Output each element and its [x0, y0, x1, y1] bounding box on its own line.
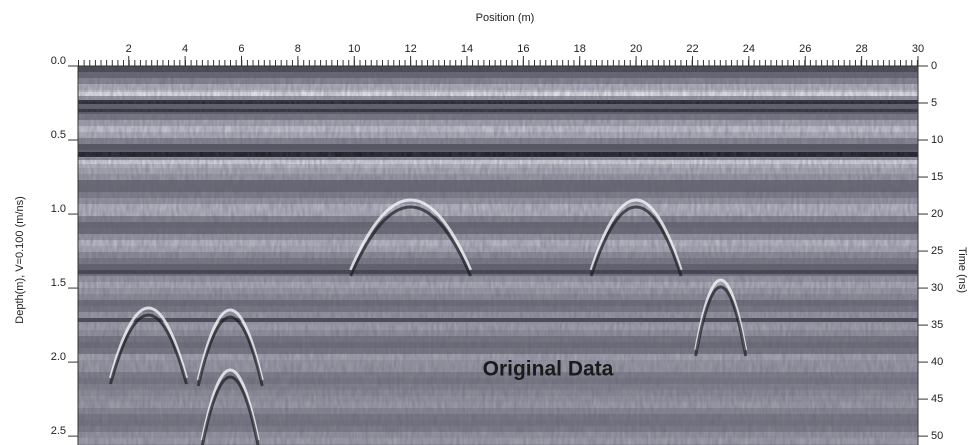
x-tick-label: 18: [574, 43, 586, 55]
hyperbola: [196, 308, 264, 381]
y2-tick-label: 35: [931, 319, 943, 331]
hyperbola: [349, 198, 472, 271]
radargram-image: [78, 66, 918, 445]
y2-tick-label: 25: [931, 245, 943, 257]
x-tick-label: 14: [461, 43, 473, 55]
x-tick-label: 2: [126, 43, 132, 55]
hyperbola: [349, 205, 472, 277]
x-tick-label: 28: [855, 43, 867, 55]
y-tick-label: 1.5: [51, 277, 66, 289]
hyperbola: [200, 375, 260, 445]
y2-tick-label: 40: [931, 356, 943, 368]
x-axis-label: Position (m): [476, 12, 535, 24]
y-tick-label: 0.5: [51, 129, 66, 141]
x-tick-label: 30: [912, 43, 924, 55]
y-tick-label: 0.0: [51, 55, 66, 67]
x-tick-label: 24: [743, 43, 755, 55]
x-tick-label: 16: [517, 43, 529, 55]
y-tick-label: 2.0: [51, 351, 66, 363]
y2-tick-label: 10: [931, 134, 943, 146]
y2-tick-label: 45: [931, 393, 943, 405]
hyperbola: [694, 285, 748, 357]
y-tick-label: 1.0: [51, 203, 66, 215]
x-tick-label: 26: [799, 43, 811, 55]
y-tick-label: 2.5: [51, 425, 66, 437]
y2-tick-label: 50: [931, 430, 943, 442]
x-tick-label: 8: [295, 43, 301, 55]
x-tick-label: 4: [182, 43, 188, 55]
hyperbola: [200, 368, 260, 441]
y2-tick-label: 15: [931, 171, 943, 183]
x-tick-label: 12: [404, 43, 416, 55]
y2-tick-label: 0: [931, 60, 937, 72]
x-tick-label: 6: [238, 43, 244, 55]
hyperbola: [589, 198, 683, 271]
y2-axis-label: Time (ns): [956, 247, 968, 293]
hyperbola: [109, 313, 188, 385]
y2-tick-label: 30: [931, 282, 943, 294]
hyperbola: [694, 278, 748, 351]
x-tick-label: 10: [348, 43, 360, 55]
radar-noise: [78, 66, 918, 445]
y2-tick-label: 20: [931, 208, 943, 220]
x-tick-label: 22: [686, 43, 698, 55]
x-tick-label: 20: [630, 43, 642, 55]
annotation: Original Data: [483, 358, 614, 381]
hyperbola: [196, 315, 264, 387]
hyperbola: [109, 306, 188, 379]
hyperbola: [589, 205, 683, 277]
y2-tick-label: 5: [931, 97, 937, 109]
y-axis-label: Depth(m), V=0.100 (m/ns): [14, 196, 26, 323]
